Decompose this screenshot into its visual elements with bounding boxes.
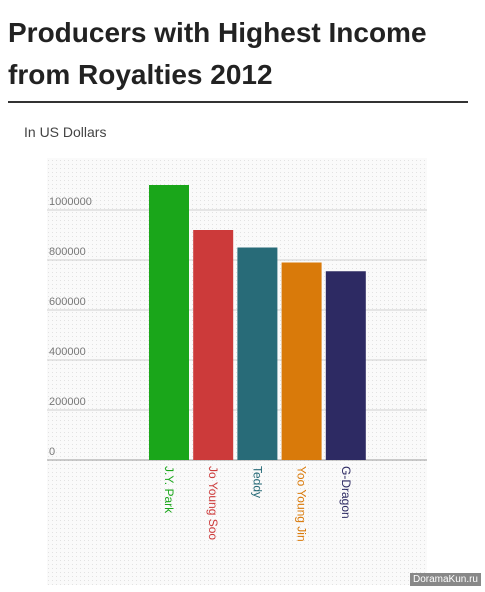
x-tick-label: Yoo Young Jin [295, 466, 309, 542]
y-tick-label: 0 [49, 446, 55, 458]
x-tick-label: G-Dragon [339, 466, 353, 519]
y-tick-label: 1000000 [49, 196, 92, 208]
y-tick-label: 800000 [49, 246, 86, 258]
bar [193, 230, 234, 460]
bar [281, 262, 322, 460]
plot-background [47, 158, 427, 585]
title-rule [8, 101, 468, 103]
y-tick-label: 600000 [49, 296, 86, 308]
bar [149, 185, 189, 460]
chart-title: Producers with Highest Income from Royal… [8, 17, 427, 90]
bar [325, 271, 366, 460]
y-tick-label: 400000 [49, 346, 86, 358]
y-tick-label: 200000 [49, 396, 86, 408]
x-tick-label: J.Y. Park [162, 466, 176, 514]
x-tick-label: Jo Young Soo [206, 466, 220, 540]
bar [237, 247, 278, 460]
chart-subtitle: In US Dollars [24, 124, 107, 140]
x-tick-label: Teddy [250, 466, 264, 498]
watermark: DoramaKun.ru [409, 573, 481, 586]
